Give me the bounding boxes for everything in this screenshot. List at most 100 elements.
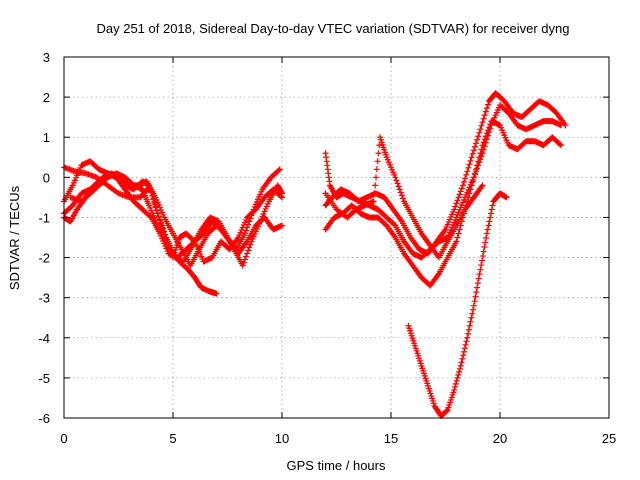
data-point — [487, 214, 494, 221]
data-point — [452, 380, 459, 387]
data-point — [488, 206, 495, 213]
data-point — [562, 122, 569, 129]
data-point — [480, 248, 487, 255]
data-point — [154, 210, 161, 217]
y-tick-label: 2 — [43, 90, 50, 105]
data-point — [468, 182, 475, 189]
data-point — [453, 238, 460, 245]
data-point — [474, 162, 481, 169]
data-point — [456, 368, 463, 375]
data-point — [482, 133, 489, 140]
data-point — [370, 198, 377, 205]
data-point — [476, 159, 483, 166]
data-point — [393, 177, 400, 184]
data-point — [461, 345, 468, 352]
x-tick-label: 10 — [275, 431, 289, 446]
data-point — [468, 314, 475, 321]
data-point — [245, 221, 252, 228]
x-tick-label: 20 — [493, 431, 507, 446]
data-point — [476, 154, 483, 161]
y-tick-label: 1 — [43, 130, 50, 145]
data-point — [465, 164, 472, 171]
data-point — [155, 213, 162, 220]
data-point — [394, 180, 401, 187]
y-tick-label: -5 — [38, 371, 50, 386]
y-tick-label: -1 — [38, 210, 50, 225]
data-point — [241, 256, 248, 263]
data-point — [452, 383, 459, 390]
data-point — [481, 244, 488, 251]
data-point — [478, 262, 485, 269]
axis-ticks — [63, 56, 610, 419]
data-point — [395, 183, 402, 190]
data-point — [396, 186, 403, 193]
series-track — [322, 118, 565, 289]
data-point — [465, 330, 472, 337]
data-point — [152, 203, 159, 210]
data-point — [458, 185, 465, 192]
data-point — [472, 293, 479, 300]
data-point — [454, 374, 461, 381]
data-point — [454, 197, 461, 204]
data-point — [465, 326, 472, 333]
data-point — [464, 334, 471, 341]
data-point — [475, 158, 482, 165]
data-point — [453, 377, 460, 384]
y-tick-label: 0 — [43, 170, 50, 185]
x-tick-label: 15 — [384, 431, 398, 446]
y-tick-label: -4 — [38, 331, 50, 346]
y-tick-label: -6 — [38, 411, 50, 426]
data-point — [462, 341, 469, 348]
data-point — [392, 174, 399, 181]
data-point — [469, 178, 476, 185]
data-point — [482, 239, 489, 246]
data-point — [483, 130, 490, 137]
data-point — [458, 359, 465, 366]
series-track — [322, 90, 569, 257]
data-point — [451, 386, 458, 393]
data-point — [480, 115, 487, 122]
data-point — [461, 348, 468, 355]
data-point — [213, 290, 220, 297]
data-point — [478, 122, 485, 129]
data-point — [453, 200, 460, 207]
data-point — [479, 257, 486, 264]
data-point — [451, 206, 458, 213]
data-point — [473, 289, 480, 296]
data-point — [473, 166, 480, 173]
data-point — [485, 101, 492, 108]
data-point — [471, 143, 478, 150]
data-point — [558, 142, 565, 149]
data-point — [246, 244, 253, 251]
data-point — [461, 178, 468, 185]
data-point — [275, 167, 282, 174]
chart-title: Day 251 of 2018, Sidereal Day-to-day VTE… — [96, 21, 569, 36]
data-point — [372, 182, 379, 189]
data-point — [244, 224, 251, 231]
data-point — [463, 338, 470, 345]
data-point — [474, 136, 481, 143]
data-point — [481, 136, 488, 143]
data-point — [279, 222, 285, 229]
data-point — [373, 166, 380, 173]
data-point — [398, 192, 405, 199]
data-point — [477, 150, 484, 157]
data-point — [489, 202, 496, 209]
data-point — [486, 218, 493, 225]
data-point — [469, 310, 476, 317]
data-point — [488, 210, 495, 217]
y-axis-label: SDTVAR / TECUs — [7, 185, 22, 290]
x-tick-label: 5 — [169, 431, 176, 446]
series-track — [405, 190, 510, 419]
plot-frame — [63, 56, 610, 419]
data-point — [240, 259, 247, 266]
data-point — [460, 352, 467, 359]
data-point — [482, 108, 489, 115]
data-point — [470, 174, 477, 181]
data-point — [459, 355, 466, 362]
data-point — [399, 195, 406, 202]
grid — [64, 57, 609, 418]
series-track — [67, 166, 283, 265]
data-point — [483, 105, 490, 112]
